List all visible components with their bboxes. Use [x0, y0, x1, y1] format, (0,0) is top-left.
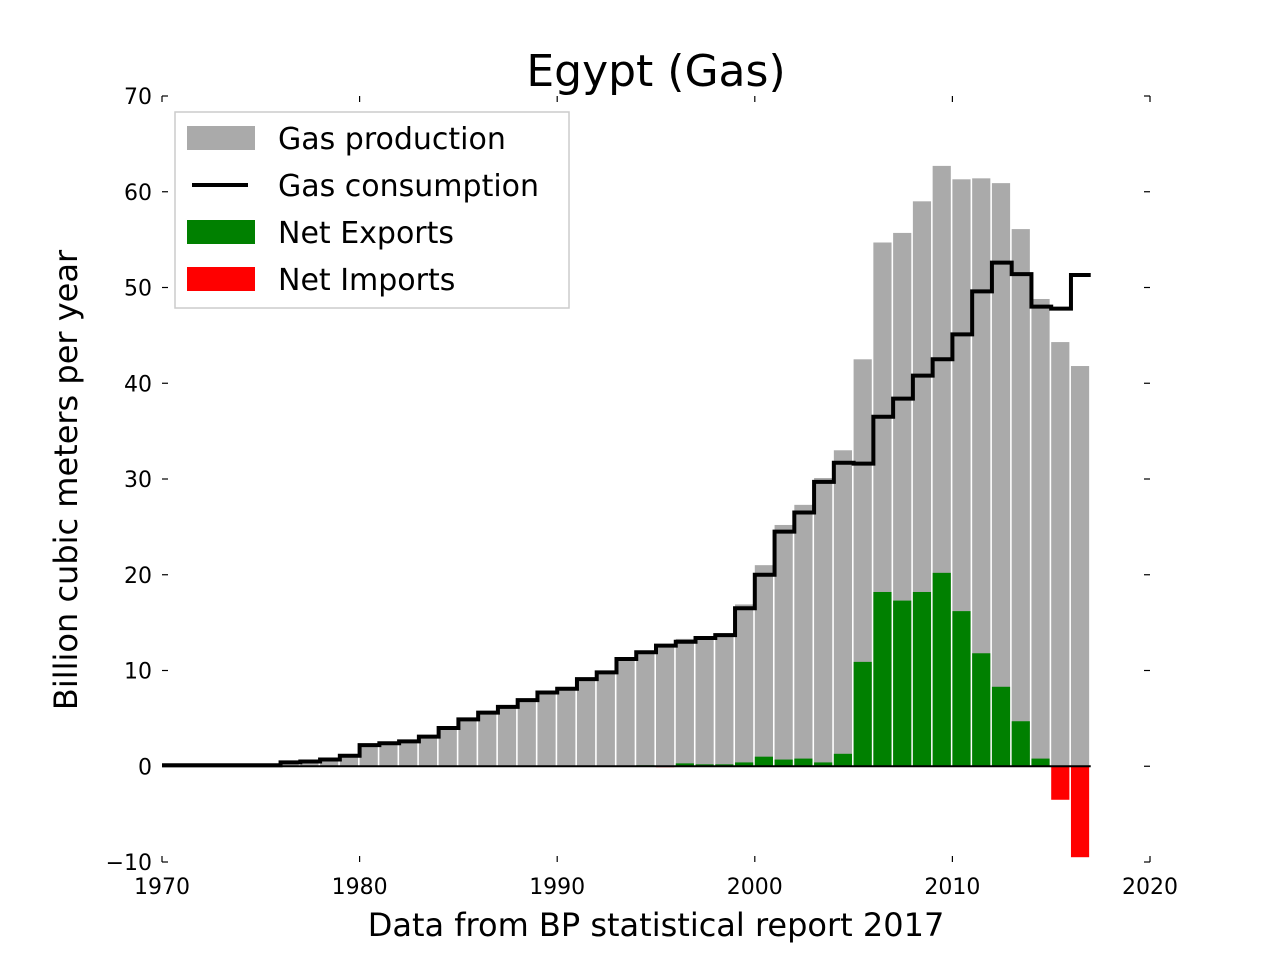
production-bar-1989 [537, 692, 556, 767]
production-bar-1983 [418, 736, 438, 767]
production-bar-1980 [359, 745, 378, 767]
legend-label-consumption: Gas consumption [278, 169, 539, 204]
production-bar-1996 [675, 638, 694, 767]
production-bar-1994 [636, 651, 655, 767]
production-bar-2012 [991, 183, 1011, 767]
x-tick-label-2020: 2020 [1122, 875, 1178, 900]
production-bar-1985 [458, 719, 477, 767]
net-exports-bar-2008 [912, 591, 932, 767]
production-bar-2015 [1051, 342, 1070, 767]
net-exports-bars [636, 572, 1050, 767]
production-bar-1984 [438, 727, 457, 767]
production-bar-2016 [1070, 366, 1090, 767]
y-tick-label-70: 70 [124, 85, 152, 110]
production-bar-1993 [616, 659, 635, 767]
chart-title: Egypt (Gas) [526, 46, 785, 97]
y-tick-label-60: 60 [124, 181, 152, 206]
y-tick-label-30: 30 [124, 468, 152, 493]
legend: Gas production Gas consumption Net Expor… [174, 111, 570, 309]
production-bar-2000 [754, 565, 773, 767]
y-axis-label: Billion cubic meters per year [47, 249, 85, 710]
net-exports-bar-2012 [991, 686, 1011, 767]
net-exports-bar-2009 [932, 572, 951, 767]
net-exports-bar-2010 [952, 611, 971, 767]
production-bar-1978 [320, 759, 339, 767]
production-bar-2014 [1031, 298, 1050, 767]
production-bar-1999 [735, 604, 754, 767]
production-bar-1995 [656, 646, 675, 767]
net-exports-bar-2000 [754, 756, 773, 767]
net-exports-bar-2003 [814, 762, 833, 767]
net-exports-bar-2001 [774, 759, 793, 767]
production-bar-1986 [478, 712, 497, 767]
x-tick-label-1990: 1990 [529, 875, 585, 900]
y-axis: −10 0 10 20 30 40 50 60 70 [106, 85, 1150, 876]
production-bar-2003 [814, 478, 833, 767]
x-axis-label: Data from BP statistical report 2017 [368, 906, 945, 944]
net-exports-bar-2002 [794, 758, 813, 767]
x-tick-label-1970: 1970 [134, 875, 190, 900]
production-bar-1979 [339, 755, 359, 767]
legend-label-exports: Net Exports [278, 216, 454, 251]
net-exports-bar-2006 [873, 591, 892, 767]
production-bar-1998 [715, 633, 734, 767]
y-tick-label-10: 10 [124, 660, 152, 685]
production-bar-2002 [794, 504, 813, 767]
net-exports-bar-1999 [735, 762, 754, 767]
legend-swatch-imports [187, 267, 255, 291]
production-bar-1987 [497, 706, 517, 767]
production-bar-2013 [1011, 229, 1030, 767]
production-bar-1991 [576, 679, 596, 767]
production-bar-1981 [379, 743, 398, 767]
production-bar-1982 [399, 741, 418, 767]
production-bar-2004 [833, 450, 853, 767]
net-exports-bar-2004 [833, 753, 853, 767]
consumption-line [162, 260, 1091, 768]
production-bar-1997 [695, 636, 714, 767]
production-bars [162, 165, 1090, 767]
net-imports-bar-2015 [1051, 766, 1070, 800]
net-exports-bar-2011 [972, 653, 991, 767]
y-tick-label-40: 40 [124, 372, 152, 397]
production-bar-2001 [774, 524, 793, 767]
production-bar-2011 [972, 178, 991, 767]
net-imports-bar-2016 [1070, 766, 1090, 858]
net-exports-bar-2005 [853, 661, 872, 767]
legend-label-production: Gas production [278, 122, 506, 157]
production-bar-1977 [300, 761, 319, 767]
net-exports-bar-2014 [1031, 758, 1050, 767]
x-tick-label-2010: 2010 [924, 875, 980, 900]
y-tick-label-50: 50 [124, 277, 152, 302]
x-tick-label-1980: 1980 [332, 875, 388, 900]
x-tick-label-2000: 2000 [727, 875, 783, 900]
net-exports-bar-2013 [1011, 721, 1030, 767]
y-tick-label--10: −10 [106, 851, 152, 876]
y-tick-label-20: 20 [124, 564, 152, 589]
production-bar-1992 [596, 672, 615, 767]
legend-label-imports: Net Imports [278, 263, 455, 298]
production-bar-1990 [557, 688, 576, 767]
legend-swatch-exports [187, 220, 255, 244]
net-exports-bar-1996 [675, 763, 694, 767]
net-imports-bars [656, 766, 1090, 858]
legend-swatch-production [187, 126, 255, 150]
production-bar-1988 [517, 700, 536, 767]
y-tick-label-0: 0 [138, 755, 152, 780]
net-exports-bar-2007 [893, 600, 912, 767]
x-axis: 1970 1980 1990 2000 2010 2020 [134, 96, 1178, 900]
